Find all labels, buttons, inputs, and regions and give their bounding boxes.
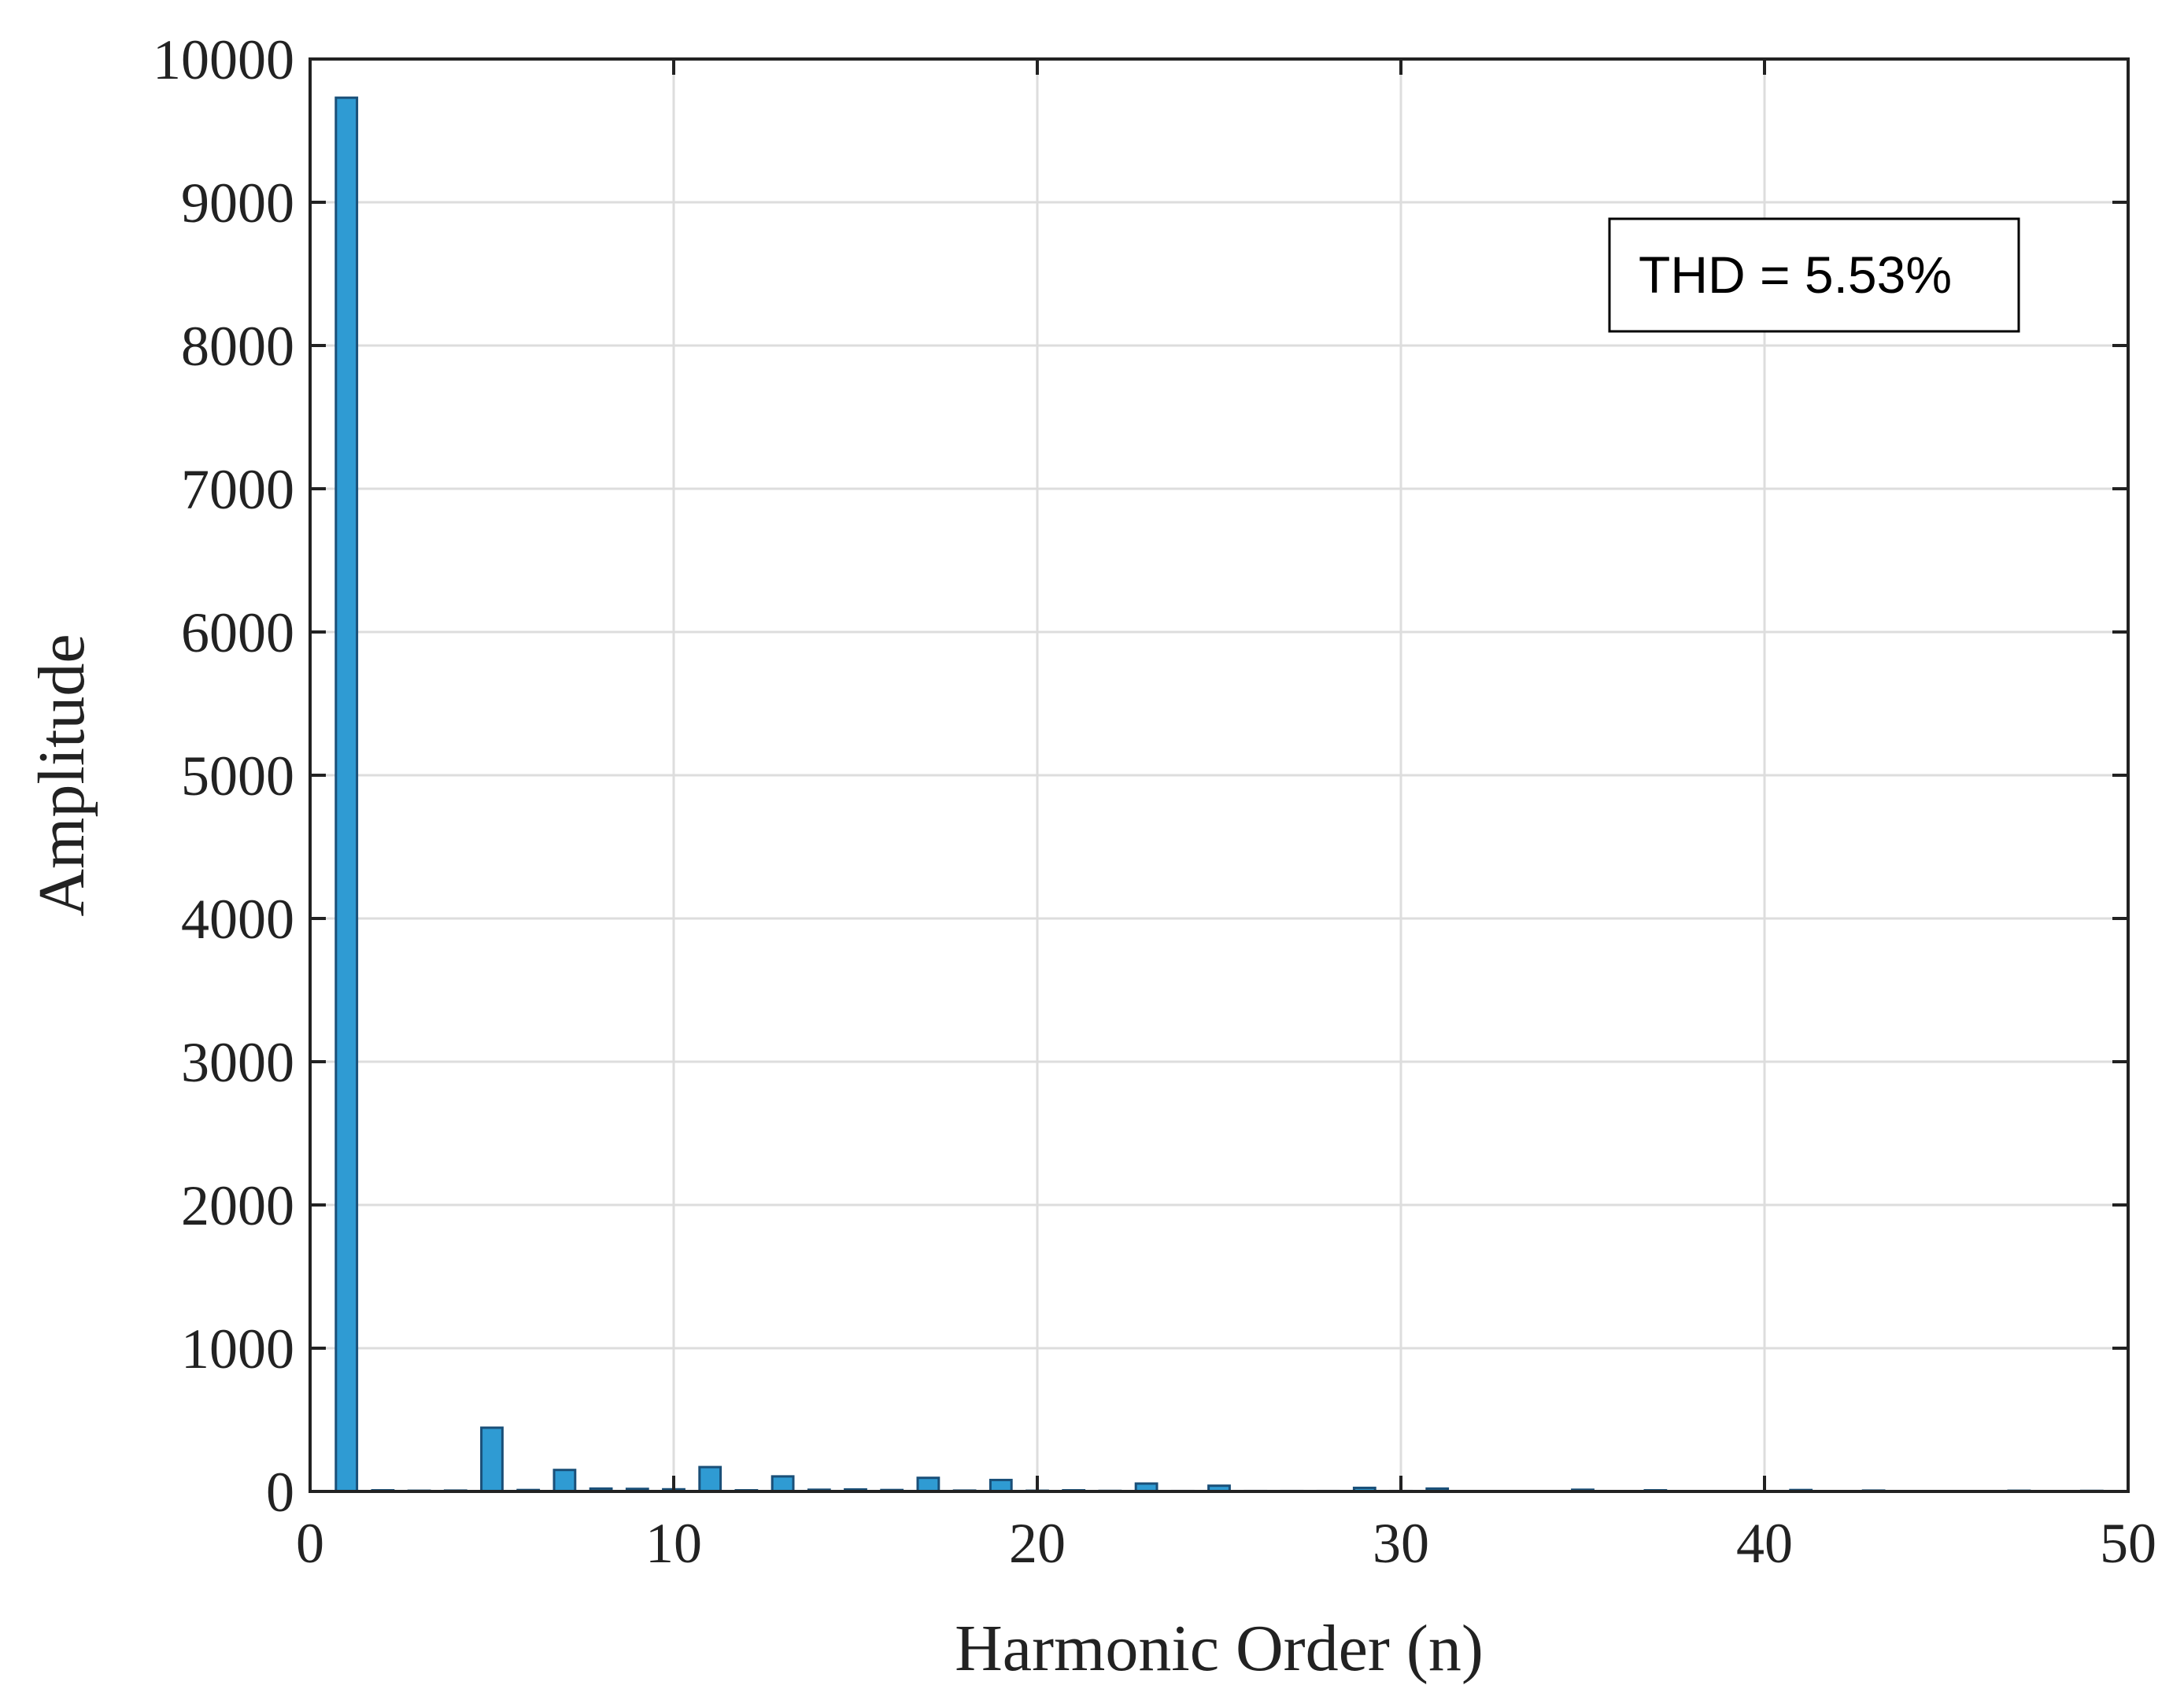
x-tick-label: 0: [296, 1512, 324, 1575]
y-tick-label: 6000: [181, 601, 294, 664]
bar-harmonic-13: [770, 1475, 795, 1493]
x-tick-label: 50: [2100, 1512, 2156, 1575]
thd-annotation-box: [1608, 217, 2020, 333]
x-tick-label: 30: [1373, 1512, 1429, 1575]
bar-harmonic-7: [552, 1469, 577, 1493]
grid-lines: [310, 59, 2128, 1491]
x-tick-label: 20: [1009, 1512, 1066, 1575]
thd-annotation-text: THD = 5.53%: [1639, 246, 1952, 304]
bar-harmonic-19: [989, 1478, 1013, 1493]
y-tick-label: 9000: [181, 172, 294, 235]
y-tick-label: 10000: [153, 28, 294, 91]
thd-annotation: THD = 5.53%: [1608, 217, 2020, 333]
bar-harmonic-1: [334, 96, 359, 1493]
bar-harmonic-17: [916, 1476, 940, 1493]
y-tick-label: 7000: [181, 458, 294, 521]
y-tick-label: 3000: [181, 1031, 294, 1094]
y-tick-label: 5000: [181, 745, 294, 808]
y-tick-label: 2000: [181, 1174, 294, 1237]
y-tick-label: 4000: [181, 888, 294, 951]
x-axis-label: Harmonic Order (n): [955, 1612, 1484, 1685]
y-axis-label: Amplitude: [25, 634, 98, 916]
x-tick-label: 40: [1736, 1512, 1793, 1575]
bar-harmonic-5: [480, 1426, 504, 1493]
x-tick-label: 10: [645, 1512, 702, 1575]
axis-ticks: [309, 57, 2130, 1493]
y-tick-label: 8000: [181, 315, 294, 378]
y-tick-label: 0: [266, 1461, 294, 1524]
y-tick-label: 1000: [181, 1318, 294, 1380]
y-tick-labels: 0 1000 2000 3000 4000 5000 6000 7000 8000 9000 100…: [153, 28, 294, 1524]
bar-harmonic-11: [698, 1465, 722, 1493]
x-tick-labels: 0 10 20 30 40 50: [296, 1512, 2156, 1575]
